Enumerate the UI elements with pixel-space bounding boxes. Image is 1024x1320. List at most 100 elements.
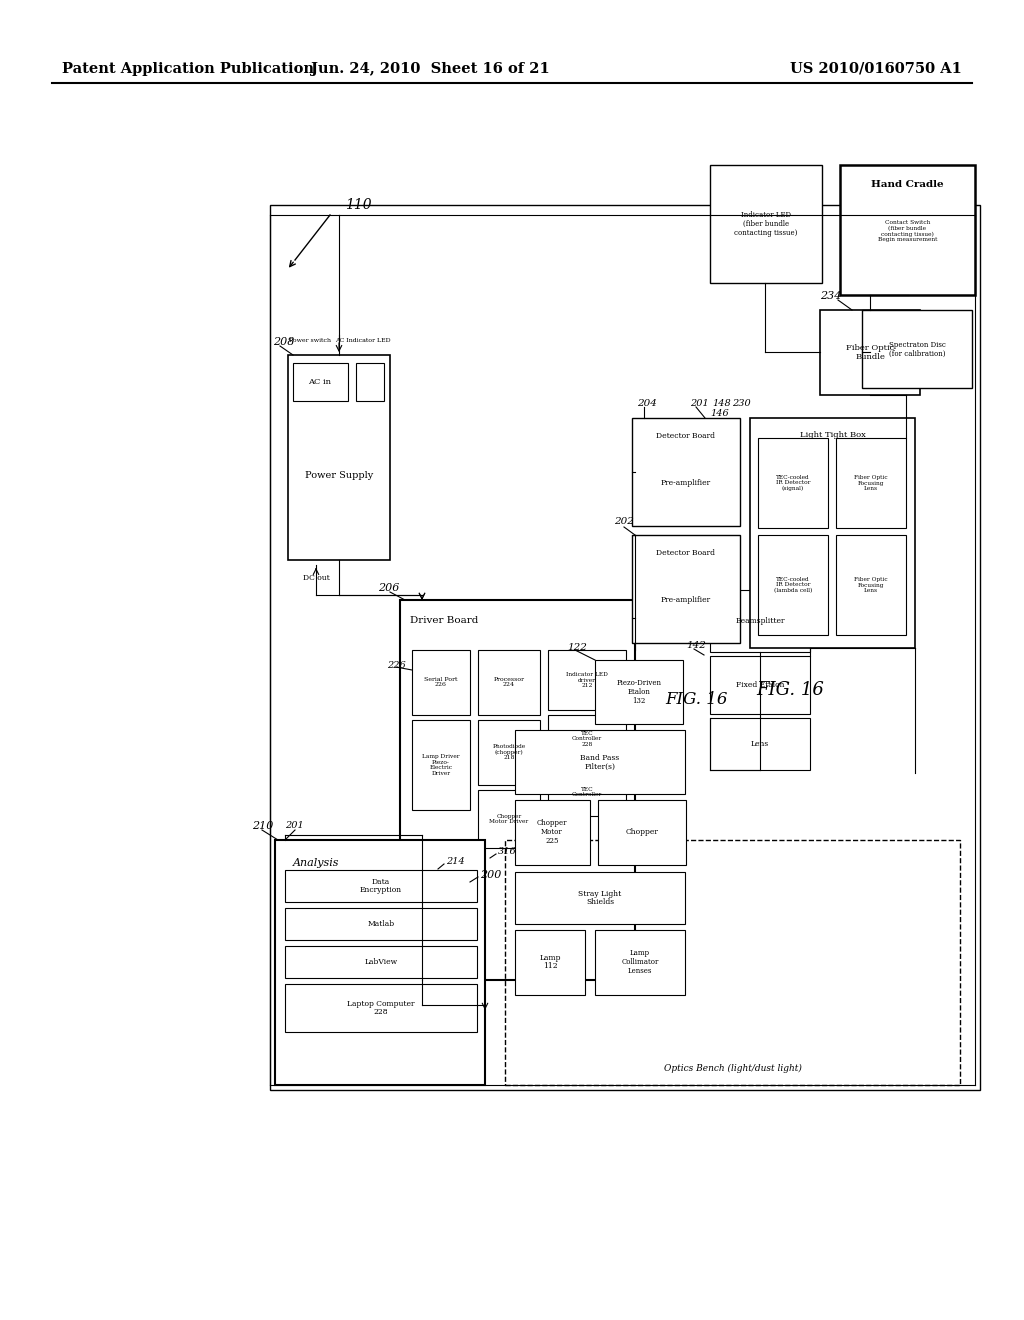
- Text: 204: 204: [637, 399, 656, 408]
- Text: 210: 210: [252, 821, 273, 832]
- Bar: [836, 535, 906, 635]
- Text: Power Supply: Power Supply: [305, 470, 373, 479]
- Text: Indicator LED
(fiber bundle
contacting tissue): Indicator LED (fiber bundle contacting t…: [734, 211, 798, 236]
- Text: 201: 201: [285, 821, 304, 830]
- Text: 146: 146: [710, 408, 729, 417]
- Text: Lamp
112: Lamp 112: [540, 953, 561, 970]
- Bar: [758, 438, 828, 528]
- Bar: [515, 931, 585, 995]
- Text: FIG. 16: FIG. 16: [665, 692, 727, 709]
- Bar: [505, 840, 961, 1085]
- Text: Laptop Computer
228: Laptop Computer 228: [347, 999, 415, 1016]
- Bar: [478, 789, 540, 847]
- Text: Matlab: Matlab: [368, 920, 394, 928]
- Text: Serial Port
226: Serial Port 226: [424, 677, 458, 688]
- Bar: [548, 649, 626, 710]
- Bar: [478, 649, 540, 715]
- Text: TEC
Controller: TEC Controller: [571, 787, 602, 797]
- Text: Jun. 24, 2010  Sheet 16 of 21: Jun. 24, 2010 Sheet 16 of 21: [310, 62, 549, 77]
- Bar: [836, 438, 906, 528]
- Bar: [750, 418, 915, 648]
- Text: Chopper: Chopper: [626, 828, 658, 836]
- Text: FIG. 16: FIG. 16: [756, 681, 824, 700]
- Text: 110: 110: [345, 198, 372, 213]
- Text: DC out: DC out: [303, 574, 330, 582]
- Text: TEC-cooled
IR Detector
(lambda cell): TEC-cooled IR Detector (lambda cell): [774, 577, 812, 593]
- Text: Pre-amplifier: Pre-amplifier: [660, 597, 711, 605]
- Text: 234: 234: [820, 290, 842, 301]
- Text: Hand Cradle: Hand Cradle: [871, 180, 944, 189]
- Text: 201: 201: [690, 399, 709, 408]
- Text: Pre-amplifier: Pre-amplifier: [660, 479, 711, 487]
- Text: US 2010/0160750 A1: US 2010/0160750 A1: [791, 62, 962, 77]
- Text: Fiber Optic
Bundle: Fiber Optic Bundle: [846, 345, 894, 360]
- Bar: [293, 363, 348, 401]
- Bar: [288, 355, 390, 560]
- Text: TEC-cooled
IR Detector
(signal): TEC-cooled IR Detector (signal): [776, 475, 810, 491]
- Text: 316: 316: [498, 847, 517, 857]
- Bar: [412, 649, 470, 715]
- Bar: [862, 310, 972, 388]
- Text: Detector Board: Detector Board: [656, 432, 716, 440]
- Bar: [478, 719, 540, 785]
- Text: Detector Board: Detector Board: [656, 549, 716, 557]
- Text: 206: 206: [378, 583, 399, 593]
- Text: Light Tight Box: Light Tight Box: [800, 432, 865, 440]
- Bar: [758, 535, 828, 635]
- Text: Patent Application Publication: Patent Application Publication: [62, 62, 314, 77]
- Text: 202: 202: [614, 517, 634, 527]
- Bar: [710, 718, 810, 770]
- Text: Analysis: Analysis: [293, 858, 340, 869]
- Text: Chopper
Motor Driver: Chopper Motor Driver: [489, 813, 528, 824]
- Text: 226: 226: [387, 660, 406, 669]
- Text: 208: 208: [273, 337, 294, 347]
- Bar: [285, 908, 477, 940]
- Bar: [285, 946, 477, 978]
- Bar: [275, 840, 485, 1085]
- Text: Photodiode
(chopper)
218: Photodiode (chopper) 218: [493, 743, 525, 760]
- Text: Indicator LED
driver
212: Indicator LED driver 212: [566, 672, 608, 688]
- Bar: [632, 535, 740, 643]
- Bar: [710, 590, 810, 652]
- Bar: [595, 931, 685, 995]
- Text: LabView: LabView: [365, 958, 397, 966]
- Text: Spectraton Disc
(for calibration): Spectraton Disc (for calibration): [889, 341, 945, 358]
- Bar: [595, 660, 683, 723]
- Text: 122: 122: [567, 643, 587, 652]
- Text: Piezo-Driven
Etalon
132: Piezo-Driven Etalon 132: [616, 678, 662, 705]
- Text: Optics Bench (light/dust light): Optics Bench (light/dust light): [664, 1064, 802, 1073]
- Text: 214: 214: [446, 858, 465, 866]
- Bar: [598, 800, 686, 865]
- Text: AC in: AC in: [308, 378, 332, 385]
- Bar: [710, 165, 822, 282]
- Bar: [515, 730, 685, 795]
- Text: Contact Switch
(fiber bundle
contacting tissue)
Begin measurement: Contact Switch (fiber bundle contacting …: [878, 220, 937, 243]
- Bar: [515, 800, 590, 865]
- Text: Fiber Optic
Focusing
Lens: Fiber Optic Focusing Lens: [854, 577, 888, 593]
- Text: Lens: Lens: [751, 741, 769, 748]
- Bar: [548, 715, 626, 763]
- Text: TEC
Controller
228: TEC Controller 228: [571, 731, 602, 747]
- Text: Stray Light
Shields: Stray Light Shields: [579, 890, 622, 907]
- Text: Band Pass
Filter(s): Band Pass Filter(s): [581, 754, 620, 771]
- Text: 230: 230: [732, 399, 751, 408]
- Bar: [548, 768, 626, 816]
- Text: Power switch: Power switch: [289, 338, 331, 343]
- Text: Lamp
Collimator
Lenses: Lamp Collimator Lenses: [622, 949, 658, 975]
- Bar: [515, 873, 685, 924]
- Text: AC Indicator LED: AC Indicator LED: [335, 338, 391, 343]
- Text: Data
Encryption: Data Encryption: [360, 878, 402, 895]
- Text: Fixed Etalon: Fixed Etalon: [736, 681, 784, 689]
- Text: Chopper
Motor
225: Chopper Motor 225: [537, 820, 567, 845]
- Text: 142: 142: [686, 640, 706, 649]
- Bar: [840, 165, 975, 294]
- Bar: [820, 310, 920, 395]
- Text: Beamsplitter: Beamsplitter: [735, 616, 784, 624]
- Text: 200: 200: [480, 870, 502, 880]
- Bar: [412, 719, 470, 810]
- Text: Processor
224: Processor 224: [494, 677, 524, 688]
- Bar: [632, 418, 740, 525]
- Bar: [285, 870, 477, 902]
- Text: Driver Board: Driver Board: [410, 616, 478, 624]
- Bar: [270, 205, 980, 1090]
